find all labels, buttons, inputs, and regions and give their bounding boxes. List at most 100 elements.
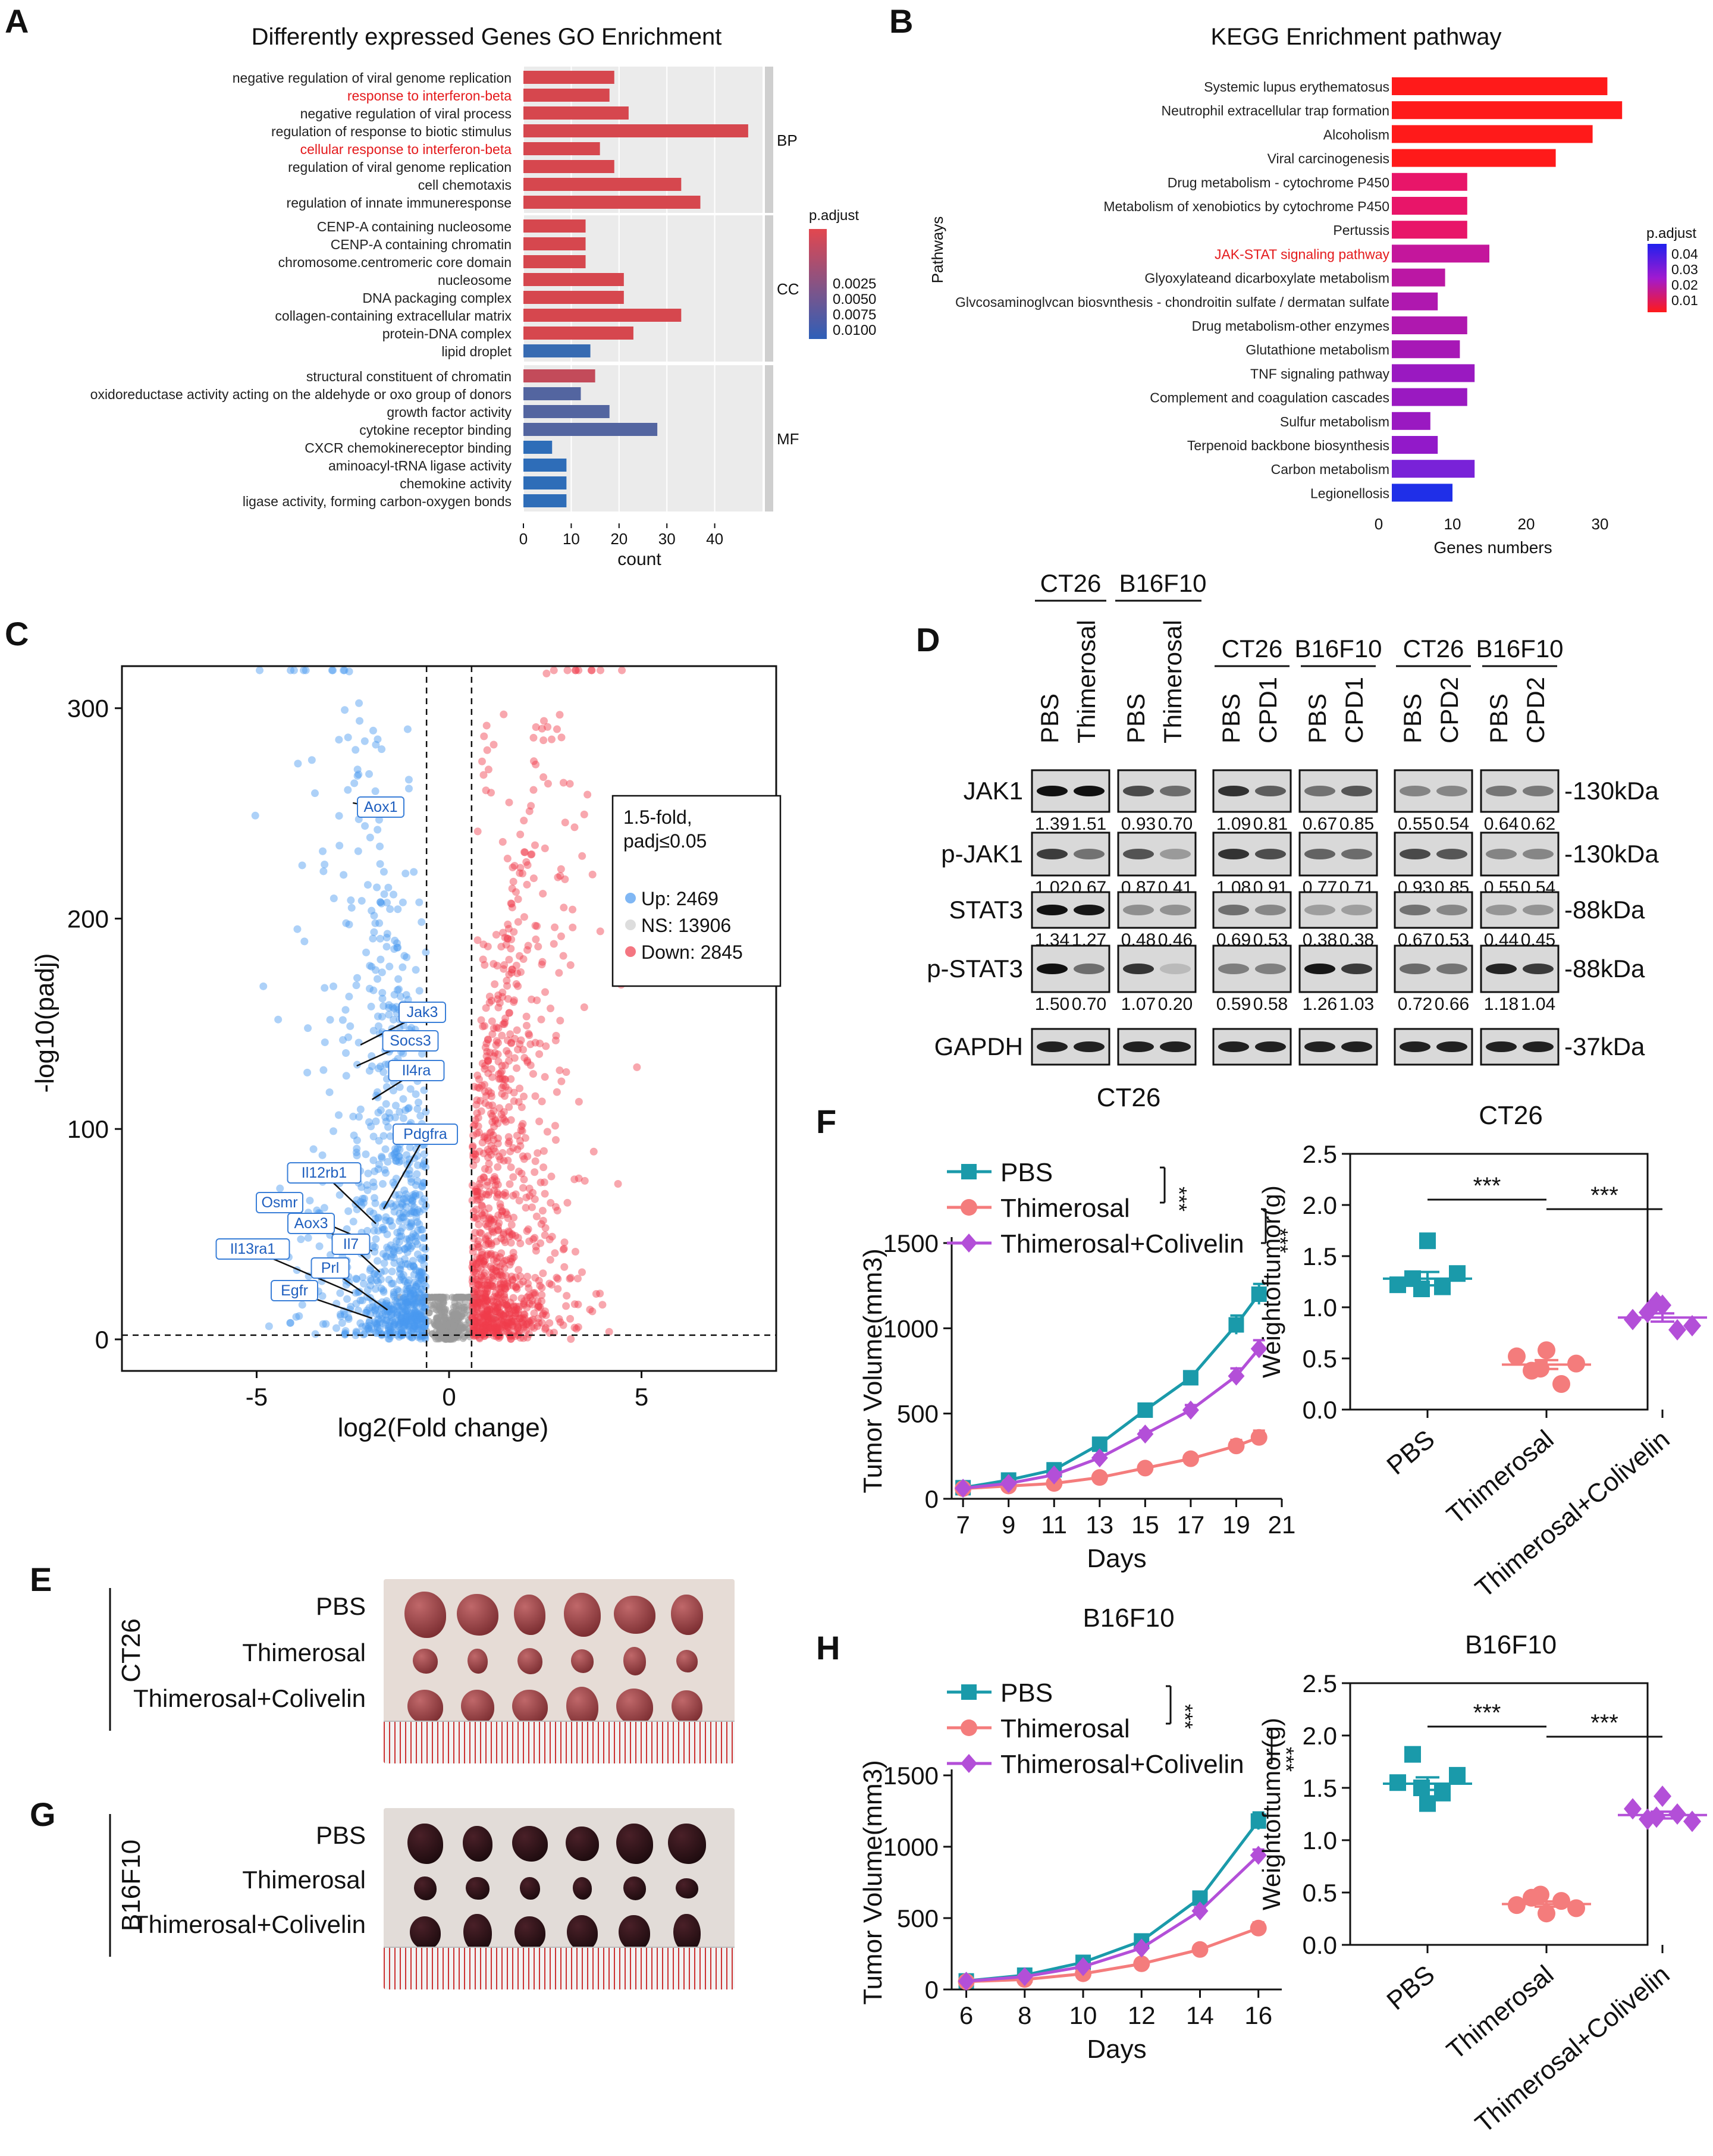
volcano-point-up (373, 1320, 381, 1328)
volcano-point-down (488, 1225, 496, 1234)
volcano-point-down (513, 1026, 521, 1034)
data-marker (1016, 1967, 1033, 1986)
volcano-point-down (484, 1153, 492, 1162)
volcano-point-down (503, 1328, 511, 1336)
volcano-point-down (481, 1294, 489, 1303)
volcano-point-down (496, 1267, 504, 1276)
blot-band (1160, 905, 1191, 915)
volcano-point-down (523, 861, 532, 870)
volcano-point-down (484, 1146, 492, 1154)
volcano-point-down (483, 1285, 491, 1293)
volcano-point-down (526, 1040, 535, 1049)
volcano-point-up (413, 1325, 421, 1333)
volcano-point-down (500, 1092, 509, 1100)
dot-point (1434, 1278, 1451, 1295)
volcano-point-up (398, 1224, 406, 1232)
volcano-point-down (473, 1096, 481, 1104)
volcano-point-up (419, 1323, 427, 1331)
blot-band (1074, 964, 1105, 974)
blot-band (1074, 849, 1105, 859)
volcano-point-down (481, 1281, 489, 1289)
volcano-point-down (513, 1325, 522, 1333)
volcano-point-down (523, 880, 531, 889)
volcano-point-up (416, 1335, 425, 1343)
blot-group-label: CT26 (1040, 569, 1102, 597)
volcano-point-up (379, 1180, 387, 1188)
volcano-point-up (401, 1307, 410, 1316)
sig-star: *** (1173, 1704, 1197, 1729)
go-term-label: ligase activity, forming carbon-oxygen b… (243, 494, 512, 509)
volcano-point-up (407, 1327, 415, 1335)
x-tick-label: 30 (1592, 515, 1609, 533)
volcano-point-up (401, 1106, 410, 1115)
volcano-point-down (472, 1185, 481, 1194)
blot-quant-value: 1.04 (1521, 994, 1555, 1014)
photo-row-label: Thimerosal+Colivelin (133, 1684, 366, 1712)
gene-label-box (287, 1213, 335, 1234)
volcano-point-down (475, 1243, 483, 1251)
volcano-point-down (490, 1144, 498, 1153)
f-dot-category-label: Thimerosal (1441, 1424, 1559, 1530)
go-bar (523, 387, 581, 400)
tumor-sample (614, 1595, 655, 1634)
x-tick-label: 10 (1444, 515, 1461, 533)
volcano-point-up (297, 1235, 305, 1244)
volcano-point-down (473, 1240, 482, 1248)
volcano-point-up (401, 1297, 409, 1305)
go-bar (523, 441, 553, 454)
volcano-point-up (410, 1296, 418, 1304)
volcano-point-up (371, 1304, 379, 1312)
volcano-point-up (402, 1285, 410, 1294)
volcano-point-up (411, 1299, 419, 1307)
tumor-sample (514, 1594, 546, 1636)
volcano-point-down (500, 1108, 508, 1116)
volcano-point-up (381, 1267, 389, 1275)
volcano-point-down (480, 1311, 488, 1320)
volcano-point-down (500, 1264, 509, 1272)
x-tick-label: 7 (956, 1511, 970, 1539)
volcano-point-up (398, 1310, 406, 1319)
y-tick-label: 1500 (883, 1229, 939, 1257)
volcano-point-up (397, 1314, 406, 1322)
volcano-point-up (399, 1095, 407, 1103)
volcano-point-up (396, 1203, 404, 1212)
volcano-x-label: log2(Fold change) (338, 1413, 549, 1442)
blot-group-label: B16F10 (1476, 635, 1563, 663)
volcano-point-up (390, 1150, 399, 1159)
volcano-point-down (495, 1303, 504, 1311)
blot-band (1436, 786, 1467, 796)
blot-lane-label: Thimerosal (1072, 620, 1100, 743)
volcano-point-up (408, 1310, 416, 1318)
volcano-point-up (419, 1316, 427, 1325)
kegg-bar (1392, 292, 1438, 310)
volcano-point-down (497, 1291, 505, 1299)
volcano-point-up (352, 1289, 360, 1297)
data-marker (1191, 1901, 1209, 1920)
volcano-point-ns (443, 1334, 451, 1342)
volcano-point-down (571, 1248, 579, 1256)
volcano-point-up (387, 1217, 395, 1225)
volcano-point-down (485, 1188, 494, 1196)
gene-label-box (215, 1238, 290, 1260)
volcano-point-up (349, 1217, 357, 1226)
volcano-point-down (485, 1305, 494, 1314)
volcano-point-down (509, 877, 517, 886)
volcano-point-up (384, 1157, 392, 1166)
volcano-point-down (520, 848, 528, 856)
volcano-point-down (547, 1005, 555, 1013)
volcano-point-up (412, 1232, 420, 1240)
go-legend-colorbar (809, 229, 827, 339)
volcano-point-down (485, 1237, 493, 1245)
volcano-point-up (372, 966, 380, 974)
volcano-point-up (374, 826, 382, 834)
blot-lane-label: CPD2 (1521, 677, 1549, 743)
volcano-point-down (507, 1038, 516, 1047)
volcano-point-down (474, 1237, 482, 1245)
volcano-point-down (490, 1173, 498, 1181)
volcano-point-up (388, 1222, 396, 1230)
blot-band (1123, 849, 1154, 859)
volcano-point-down (556, 872, 564, 880)
volcano-point-down (523, 1227, 531, 1235)
volcano-point-down (476, 1301, 485, 1310)
volcano-point-down (484, 765, 492, 774)
